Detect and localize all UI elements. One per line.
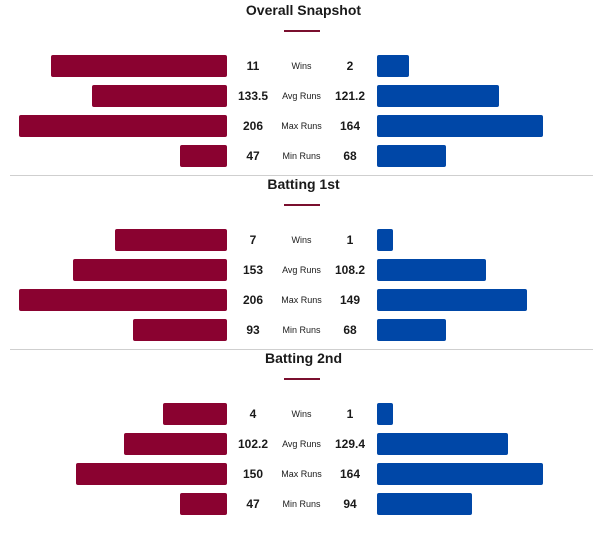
value-team-a: 4 xyxy=(249,407,257,421)
metric-label: Min Runs xyxy=(282,325,321,335)
bar-team-b-min-runs xyxy=(377,145,446,167)
bar-team-b-avg-runs xyxy=(377,433,508,455)
value-team-a: 7 xyxy=(249,233,257,247)
bar-team-a-wins xyxy=(115,229,227,251)
bar-team-a-avg-runs xyxy=(92,85,227,107)
value-team-b: 108.2 xyxy=(334,263,366,277)
metric-label: Wins xyxy=(291,409,312,419)
value-team-a: 150 xyxy=(242,467,264,481)
value-team-a: 93 xyxy=(246,323,260,337)
section-underline xyxy=(284,378,320,380)
metric-label: Avg Runs xyxy=(282,439,321,449)
bar-team-b-min-runs xyxy=(377,493,472,515)
bar-team-a-avg-runs xyxy=(123,433,227,455)
metric-label: Wins xyxy=(291,235,312,245)
value-team-b: 164 xyxy=(339,119,361,133)
bar-team-a-wins xyxy=(163,403,227,425)
value-team-b: 68 xyxy=(343,323,357,337)
bar-team-b-wins xyxy=(377,55,409,77)
section-title: Batting 2nd xyxy=(265,350,342,366)
value-team-a: 47 xyxy=(246,497,260,511)
bar-team-b-avg-runs xyxy=(377,85,500,107)
metric-label: Avg Runs xyxy=(282,91,321,101)
value-team-a: 47 xyxy=(246,149,260,163)
bar-team-b-wins xyxy=(377,403,393,425)
metric-label: Max Runs xyxy=(281,295,322,305)
metric-label: Wins xyxy=(291,61,312,71)
bar-team-a-max-runs xyxy=(75,463,227,485)
bar-team-a-max-runs xyxy=(19,115,227,137)
section-title: Overall Snapshot xyxy=(245,2,362,18)
bar-team-b-max-runs xyxy=(377,115,543,137)
bar-team-a-min-runs xyxy=(133,319,227,341)
value-team-b: 129.4 xyxy=(334,437,366,451)
value-team-a: 11 xyxy=(246,59,260,73)
bar-team-a-avg-runs xyxy=(72,259,227,281)
section-title: Batting 1st xyxy=(267,176,340,192)
value-team-a: 206 xyxy=(242,119,264,133)
bar-team-b-avg-runs xyxy=(377,259,487,281)
value-team-b: 68 xyxy=(343,149,357,163)
value-team-a: 102.2 xyxy=(237,437,269,451)
metric-label: Max Runs xyxy=(281,469,322,479)
metric-label: Min Runs xyxy=(282,151,321,161)
value-team-a: 153 xyxy=(242,263,264,277)
section-divider xyxy=(10,349,593,350)
bar-team-a-wins xyxy=(51,55,227,77)
metric-label: Max Runs xyxy=(281,121,322,131)
section-divider xyxy=(10,175,593,176)
value-team-b: 94 xyxy=(343,497,357,511)
bar-team-a-max-runs xyxy=(19,289,227,311)
section-underline xyxy=(284,204,320,206)
bar-team-b-min-runs xyxy=(377,319,446,341)
bar-team-b-wins xyxy=(377,229,393,251)
value-team-b: 2 xyxy=(346,59,354,73)
value-team-b: 121.2 xyxy=(334,89,366,103)
value-team-b: 1 xyxy=(346,407,354,421)
section-underline xyxy=(284,30,320,32)
bar-team-a-min-runs xyxy=(179,493,227,515)
value-team-b: 1 xyxy=(346,233,354,247)
value-team-b: 149 xyxy=(339,293,361,307)
bar-team-b-max-runs xyxy=(377,463,543,485)
value-team-b: 164 xyxy=(339,467,361,481)
metric-label: Avg Runs xyxy=(282,265,321,275)
value-team-a: 133.5 xyxy=(237,89,269,103)
value-team-a: 206 xyxy=(242,293,264,307)
bar-team-b-max-runs xyxy=(377,289,528,311)
metric-label: Min Runs xyxy=(282,499,321,509)
bar-team-a-min-runs xyxy=(179,145,227,167)
